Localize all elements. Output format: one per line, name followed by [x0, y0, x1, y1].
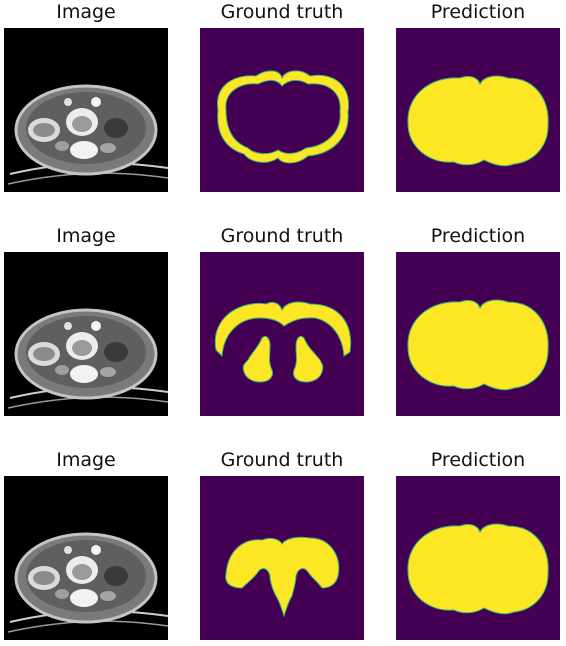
- row3-ground-truth-mask: [200, 476, 364, 640]
- row1-prediction-mask: [396, 28, 560, 192]
- row3-prediction-mask: [396, 476, 560, 640]
- row1-image-title: Image: [56, 1, 116, 23]
- row2-prediction-title: Prediction: [430, 225, 526, 247]
- row1-prediction-title: Prediction: [430, 1, 526, 23]
- row2-ct-image: [4, 252, 168, 416]
- row1-ground-truth-mask: [200, 28, 364, 192]
- row2-ground-truth-mask: [200, 252, 364, 416]
- row1-ct-image: [4, 28, 168, 192]
- row1-ground-truth-title: Ground truth: [220, 1, 344, 23]
- row3-image-title: Image: [56, 449, 116, 471]
- row3-prediction-title: Prediction: [430, 449, 526, 471]
- row3-ground-truth-title: Ground truth: [220, 449, 344, 471]
- row2-image-title: Image: [56, 225, 116, 247]
- row2-ground-truth-title: Ground truth: [220, 225, 344, 247]
- row2-prediction-mask: [396, 252, 560, 416]
- row3-ct-image: [4, 476, 168, 640]
